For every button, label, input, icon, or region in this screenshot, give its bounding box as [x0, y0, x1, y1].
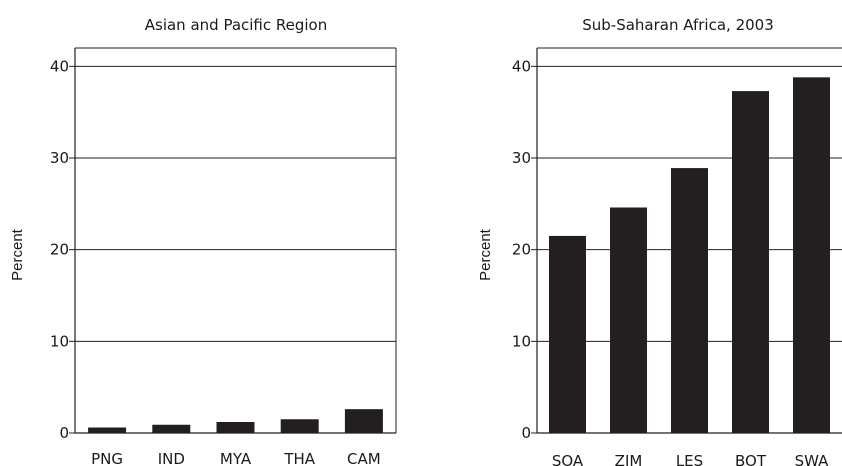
- x-tick-label: IND: [158, 450, 185, 466]
- x-tick-label: SWA: [795, 452, 830, 466]
- axes: [69, 47, 397, 434]
- y-tick-label: 40: [512, 57, 531, 75]
- gridlines: [75, 65, 396, 342]
- y-tick-label: 20: [512, 241, 531, 259]
- y-tick-label: 30: [512, 149, 531, 167]
- chart-title: Asian and Pacific Region: [145, 16, 328, 34]
- bar-swa: [793, 77, 830, 433]
- bar-png: [88, 427, 127, 433]
- x-tick-label: SOA: [552, 452, 584, 466]
- x-tick-label: LES: [676, 452, 703, 466]
- x-tick-label: BOT: [735, 452, 767, 466]
- y-tick-label: 10: [512, 332, 531, 350]
- x-tick-labels: SOA ZIM LES BOT SWA: [552, 452, 829, 466]
- bars: [549, 77, 830, 434]
- x-tick-label: ZIM: [615, 452, 643, 466]
- bar-bot: [732, 91, 769, 433]
- chart-panel-asia-pacific: Asian and Pacific Region Percent 0 10 20 30…: [9, 16, 397, 466]
- y-tick-label: 40: [50, 57, 69, 75]
- bar-mya: [216, 422, 255, 433]
- bars: [88, 409, 383, 433]
- y-tick-label: 20: [50, 241, 69, 259]
- x-tick-labels: PNG IND MYA THA CAM: [91, 450, 381, 466]
- bar-soa: [549, 235, 586, 433]
- bar-cam: [344, 409, 383, 433]
- chart-title: Sub-Saharan Africa, 2003: [582, 16, 774, 34]
- bar-tha: [280, 419, 319, 433]
- axes: [531, 47, 842, 434]
- y-tick-label: 0: [59, 424, 69, 442]
- y-tick-label: 10: [50, 332, 69, 350]
- y-axis-label: Percent: [477, 228, 494, 281]
- chart-panel-sub-saharan-africa: Sub-Saharan Africa, 2003 Percent 0 10 20 30…: [477, 16, 842, 466]
- y-tick-label: 30: [50, 149, 69, 167]
- bar-ind: [152, 424, 191, 433]
- x-tick-label: THA: [283, 450, 315, 466]
- x-tick-label: MYA: [220, 450, 252, 466]
- bar-zim: [610, 207, 647, 433]
- y-tick-labels: 0 10 20 30 40: [50, 57, 69, 442]
- y-tick-labels: 0 10 20 30 40: [512, 57, 531, 442]
- x-tick-label: CAM: [347, 450, 381, 466]
- x-tick-label: PNG: [91, 450, 123, 466]
- bar-les: [671, 168, 708, 434]
- y-tick-label: 0: [521, 424, 531, 442]
- y-axis-label: Percent: [9, 228, 26, 281]
